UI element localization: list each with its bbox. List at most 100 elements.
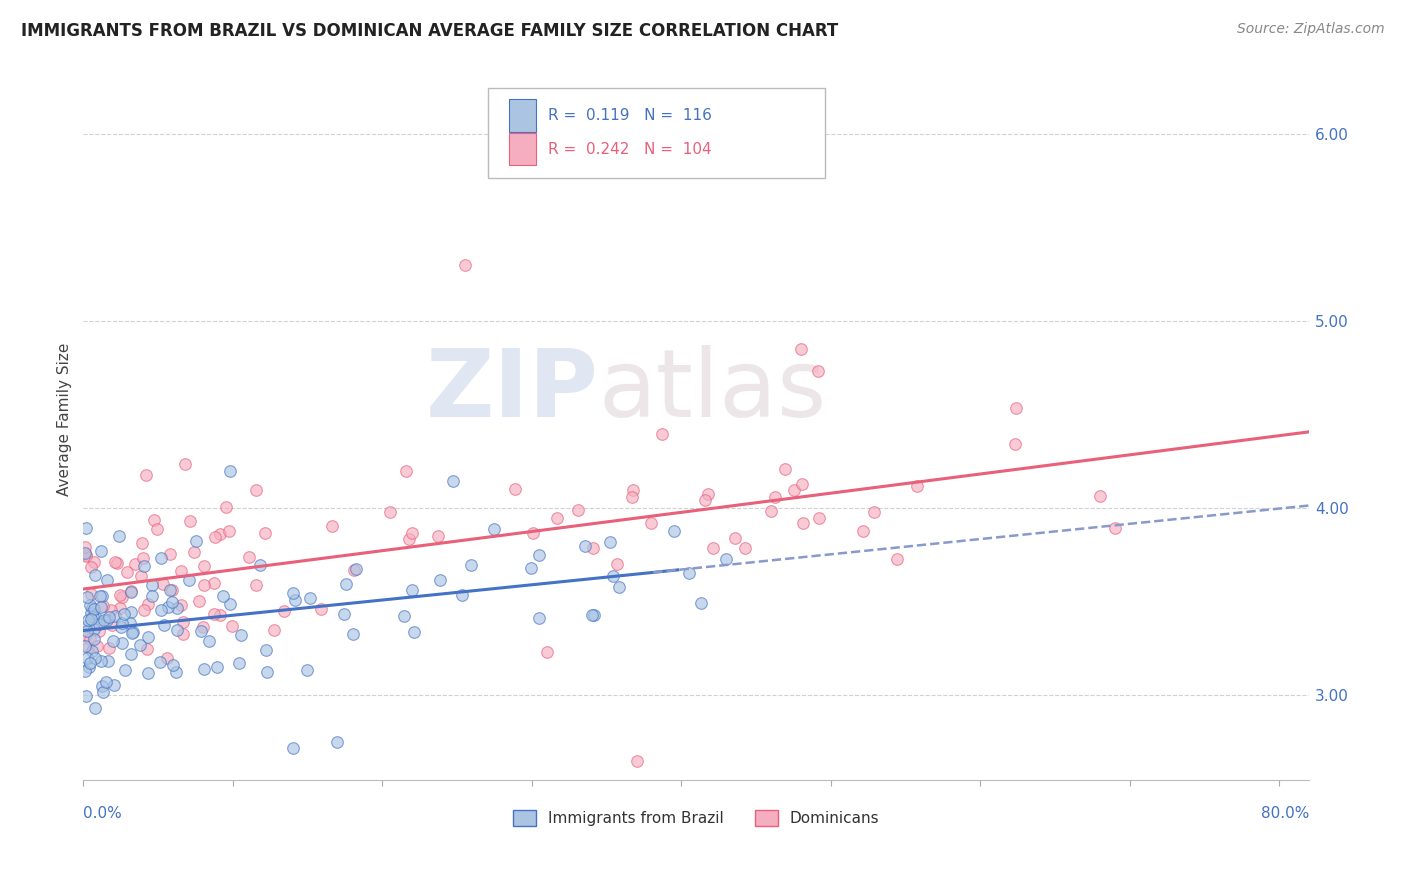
- Point: [581, 608, 603, 623]
- Point: [697, 487, 720, 501]
- Point: [202, 607, 225, 621]
- Point: [335, 577, 357, 591]
- Point: [132, 551, 155, 566]
- Text: atlas: atlas: [598, 345, 827, 437]
- Point: [229, 628, 252, 642]
- Point: [84, 611, 107, 625]
- Point: [79, 656, 101, 670]
- Point: [173, 457, 195, 471]
- Point: [401, 582, 423, 597]
- Point: [536, 644, 558, 658]
- Point: [91, 679, 114, 693]
- Point: [204, 530, 226, 544]
- Point: [156, 650, 179, 665]
- Point: [96, 675, 118, 690]
- Point: [98, 641, 121, 656]
- Point: [83, 622, 105, 636]
- Point: [451, 588, 474, 602]
- Point: [852, 524, 875, 539]
- Point: [582, 541, 605, 555]
- Point: [716, 552, 738, 566]
- Point: [80, 587, 103, 601]
- Point: [640, 516, 662, 530]
- Point: [208, 607, 231, 622]
- Point: [91, 599, 114, 614]
- Point: [190, 624, 212, 639]
- FancyBboxPatch shape: [509, 99, 536, 132]
- Point: [170, 565, 193, 579]
- Point: [1088, 490, 1111, 504]
- Point: [343, 563, 366, 577]
- Point: [401, 526, 423, 541]
- Point: [76, 624, 98, 638]
- Point: [79, 560, 101, 574]
- Point: [90, 654, 112, 668]
- Point: [101, 634, 124, 648]
- Point: [149, 603, 172, 617]
- Point: [75, 628, 97, 642]
- Point: [165, 665, 187, 679]
- Point: [807, 364, 830, 378]
- Point: [131, 535, 153, 549]
- Point: [91, 685, 114, 699]
- Point: [76, 650, 98, 665]
- Point: [193, 620, 215, 634]
- FancyBboxPatch shape: [488, 88, 825, 178]
- Point: [141, 578, 163, 592]
- Point: [76, 591, 98, 605]
- Point: [193, 578, 215, 592]
- Point: [120, 605, 142, 619]
- Point: [759, 504, 782, 518]
- Point: [281, 586, 304, 600]
- Point: [651, 426, 673, 441]
- Point: [342, 627, 364, 641]
- Point: [790, 476, 813, 491]
- Point: [83, 632, 105, 646]
- Point: [129, 638, 152, 652]
- Point: [429, 573, 451, 587]
- Point: [886, 551, 908, 566]
- Point: [111, 591, 134, 605]
- Point: [567, 503, 589, 517]
- Point: [75, 549, 97, 563]
- Text: 80.0%: 80.0%: [1261, 806, 1309, 822]
- Point: [82, 609, 104, 624]
- Point: [75, 521, 97, 535]
- Point: [1005, 401, 1028, 416]
- Point: [83, 568, 105, 582]
- Point: [783, 483, 806, 497]
- Point: [378, 505, 401, 519]
- Point: [792, 516, 814, 531]
- Point: [79, 632, 101, 646]
- Point: [73, 639, 96, 653]
- Point: [723, 531, 745, 545]
- Point: [238, 549, 260, 564]
- Point: [141, 589, 163, 603]
- Point: [529, 611, 551, 625]
- Point: [808, 511, 831, 525]
- Point: [214, 500, 236, 515]
- Point: [198, 633, 221, 648]
- Point: [187, 594, 209, 608]
- Text: R =  0.119   N =  116: R = 0.119 N = 116: [548, 108, 711, 123]
- Point: [546, 511, 568, 525]
- Point: [120, 583, 142, 598]
- Point: [96, 614, 118, 628]
- Point: [184, 533, 207, 548]
- Point: [395, 464, 418, 478]
- Point: [166, 623, 188, 637]
- Point: [219, 464, 242, 478]
- Point: [503, 482, 526, 496]
- Point: [172, 615, 194, 629]
- Point: [295, 663, 318, 677]
- Point: [583, 608, 606, 623]
- Point: [177, 573, 200, 587]
- Point: [773, 461, 796, 475]
- Point: [132, 603, 155, 617]
- Point: [170, 599, 193, 613]
- Point: [152, 618, 174, 632]
- Point: [90, 543, 112, 558]
- Point: [183, 545, 205, 559]
- Point: [76, 640, 98, 655]
- Point: [84, 700, 107, 714]
